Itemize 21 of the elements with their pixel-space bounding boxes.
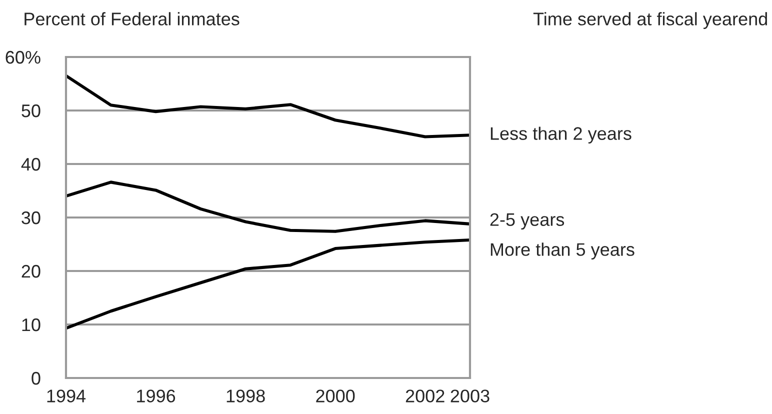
y-tick-label: 20 bbox=[22, 264, 40, 278]
y-tick-label: 30 bbox=[22, 211, 40, 224]
x-tick-label: 1994 bbox=[47, 390, 86, 402]
y-axis-title: Percent of Federal inmates bbox=[24, 12, 240, 26]
y-tick-label: 40 bbox=[21, 158, 40, 171]
x-tick-label: 2002 bbox=[406, 390, 444, 402]
line-series bbox=[66, 238, 470, 330]
line-series bbox=[66, 74, 470, 138]
x-tick-label: 2000 bbox=[316, 390, 355, 402]
x-tick-label: 1996 bbox=[137, 390, 176, 402]
x-tick-label: 1998 bbox=[226, 390, 265, 402]
line-series bbox=[66, 180, 470, 233]
y-tick-label: 60% bbox=[6, 50, 40, 64]
text: Time served at fiscal yearend bbox=[533, 12, 767, 29]
series-label: More than 5 years bbox=[490, 242, 634, 260]
series-label: 2-5 years bbox=[490, 213, 564, 230]
x-tick-label: 2003 bbox=[450, 390, 490, 402]
series-label: Less than 2 years bbox=[490, 126, 632, 144]
y-tick-label: 0 bbox=[32, 372, 40, 385]
y-tick-label: 10 bbox=[22, 318, 40, 332]
y-tick-label: 50 bbox=[22, 104, 40, 118]
